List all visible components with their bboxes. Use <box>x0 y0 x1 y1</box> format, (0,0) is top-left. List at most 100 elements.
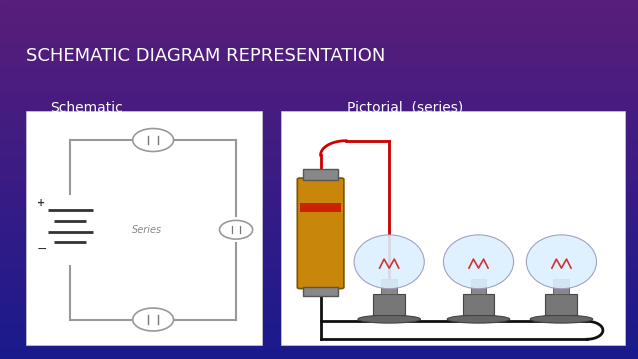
Bar <box>0 251 638 254</box>
Bar <box>0 98 638 101</box>
Bar <box>0 213 638 215</box>
Bar <box>0 139 638 141</box>
Bar <box>0 299 638 302</box>
Bar <box>463 294 494 315</box>
Bar <box>0 244 638 247</box>
Bar <box>0 261 638 263</box>
Bar <box>0 65 638 67</box>
Bar <box>0 180 638 182</box>
Bar <box>0 347 638 349</box>
Bar <box>0 342 638 345</box>
Bar <box>0 160 638 163</box>
Bar <box>0 134 638 136</box>
Bar <box>0 340 638 342</box>
Bar <box>0 237 638 239</box>
Bar <box>0 247 638 249</box>
Bar <box>0 175 638 177</box>
Bar <box>0 268 638 270</box>
Bar <box>0 129 638 132</box>
Bar <box>0 302 638 304</box>
Bar <box>0 31 638 33</box>
Bar <box>0 249 638 251</box>
Bar <box>303 169 338 180</box>
Bar <box>0 46 638 48</box>
Bar <box>0 309 638 311</box>
Bar <box>0 93 638 96</box>
Bar <box>0 115 638 117</box>
Bar <box>373 294 405 315</box>
Bar <box>0 290 638 292</box>
Bar <box>0 191 638 194</box>
Bar <box>0 69 638 72</box>
Bar <box>0 108 638 110</box>
Bar <box>0 326 638 328</box>
Bar <box>0 141 638 144</box>
Bar <box>0 204 638 206</box>
Bar <box>0 182 638 184</box>
Bar <box>0 211 638 213</box>
Bar <box>0 239 638 242</box>
Bar <box>0 234 638 237</box>
Ellipse shape <box>358 315 420 323</box>
Bar <box>0 170 638 172</box>
Bar <box>0 110 638 112</box>
Bar <box>0 62 638 65</box>
Bar <box>0 223 638 225</box>
Bar <box>0 199 638 201</box>
Bar <box>0 153 638 155</box>
Bar <box>0 316 638 318</box>
Bar <box>0 220 638 223</box>
Bar <box>0 321 638 323</box>
Bar <box>0 335 638 337</box>
Circle shape <box>219 220 253 239</box>
Bar <box>0 43 638 46</box>
Bar <box>0 84 638 86</box>
Bar <box>0 172 638 175</box>
Text: SCHEMATIC DIAGRAM REPRESENTATION: SCHEMATIC DIAGRAM REPRESENTATION <box>26 47 385 65</box>
Bar <box>0 125 638 127</box>
Bar <box>0 163 638 165</box>
Bar <box>0 101 638 103</box>
Text: Schematic: Schematic <box>50 101 122 115</box>
Text: −: − <box>36 243 47 256</box>
Bar <box>0 352 638 354</box>
Bar <box>300 203 341 212</box>
Bar <box>0 60 638 62</box>
Bar <box>0 17 638 19</box>
Bar <box>0 273 638 275</box>
Bar <box>0 12 638 14</box>
Bar <box>0 177 638 180</box>
Bar <box>0 122 638 125</box>
Bar <box>0 144 638 146</box>
Bar <box>0 33 638 36</box>
Bar <box>471 279 486 294</box>
Bar <box>0 356 638 359</box>
Bar <box>0 112 638 115</box>
Bar <box>0 280 638 283</box>
Bar <box>0 155 638 158</box>
Bar <box>0 76 638 79</box>
Bar <box>0 328 638 330</box>
Bar <box>0 158 638 160</box>
Bar <box>0 29 638 31</box>
Bar <box>0 132 638 134</box>
Bar <box>0 3 638 5</box>
Bar <box>0 270 638 273</box>
Bar <box>0 330 638 333</box>
Bar <box>0 292 638 294</box>
Bar <box>0 127 638 129</box>
Bar <box>0 24 638 26</box>
Bar <box>0 208 638 211</box>
Bar <box>0 349 638 352</box>
Bar <box>0 266 638 268</box>
Bar <box>281 111 625 345</box>
Bar <box>0 67 638 69</box>
Bar <box>0 230 638 232</box>
Text: +: + <box>38 198 45 208</box>
Circle shape <box>133 129 174 151</box>
Bar <box>554 279 570 294</box>
Bar <box>0 263 638 266</box>
Bar <box>0 206 638 208</box>
Bar <box>0 232 638 234</box>
Bar <box>0 91 638 93</box>
